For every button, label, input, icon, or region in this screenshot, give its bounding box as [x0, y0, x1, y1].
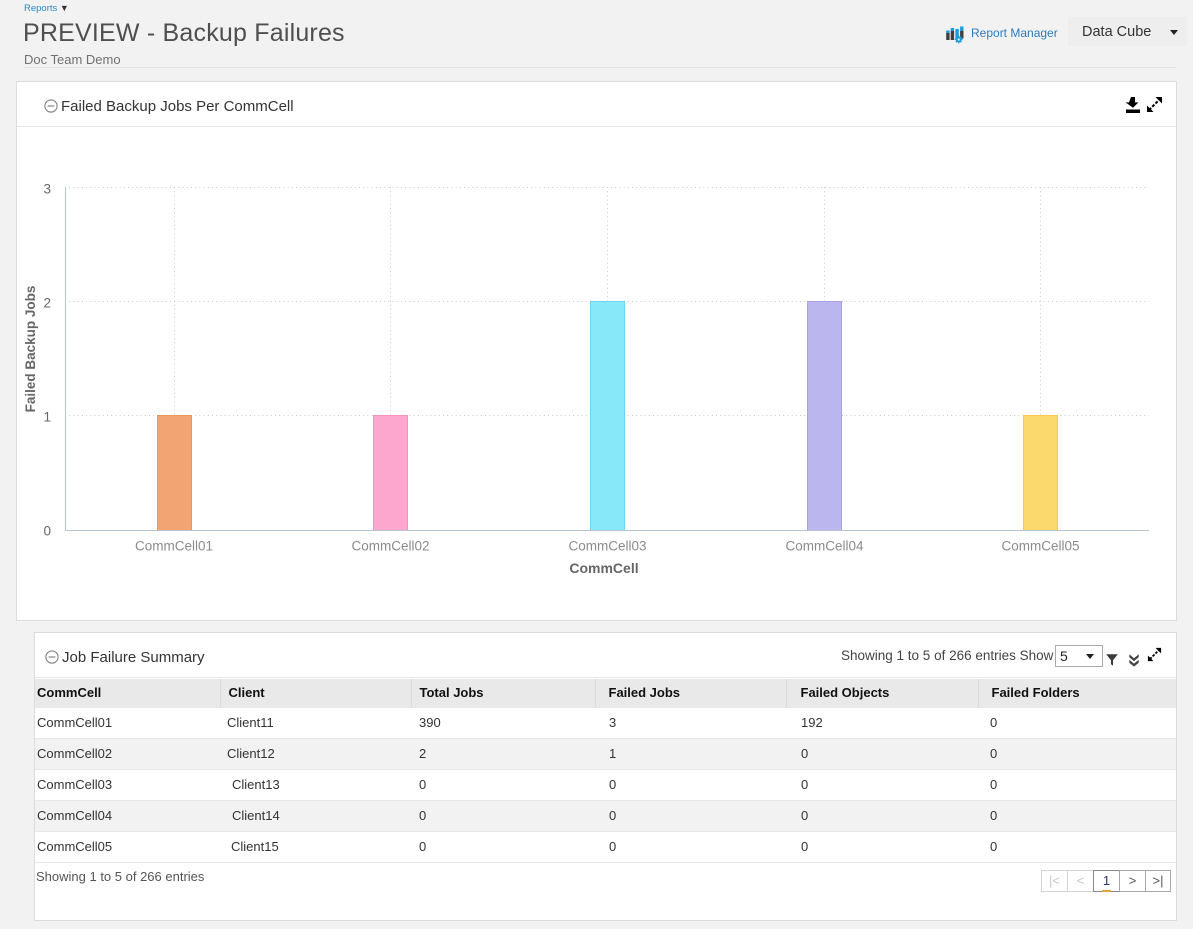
svg-text:3: 3: [43, 182, 51, 197]
svg-text:CommCell03: CommCell03: [568, 539, 646, 554]
svg-text:0: 0: [43, 524, 51, 539]
svg-text:CommCell04: CommCell04: [785, 539, 864, 554]
svg-text:2: 2: [43, 296, 51, 311]
svg-text:CommCell05: CommCell05: [1001, 539, 1079, 554]
svg-text:CommCell02: CommCell02: [351, 539, 429, 554]
svg-text:CommCell01: CommCell01: [135, 539, 213, 554]
svg-text:1: 1: [43, 410, 51, 425]
svg-text:Failed Backup Jobs: Failed Backup Jobs: [23, 286, 38, 413]
svg-text:CommCell: CommCell: [569, 560, 638, 576]
